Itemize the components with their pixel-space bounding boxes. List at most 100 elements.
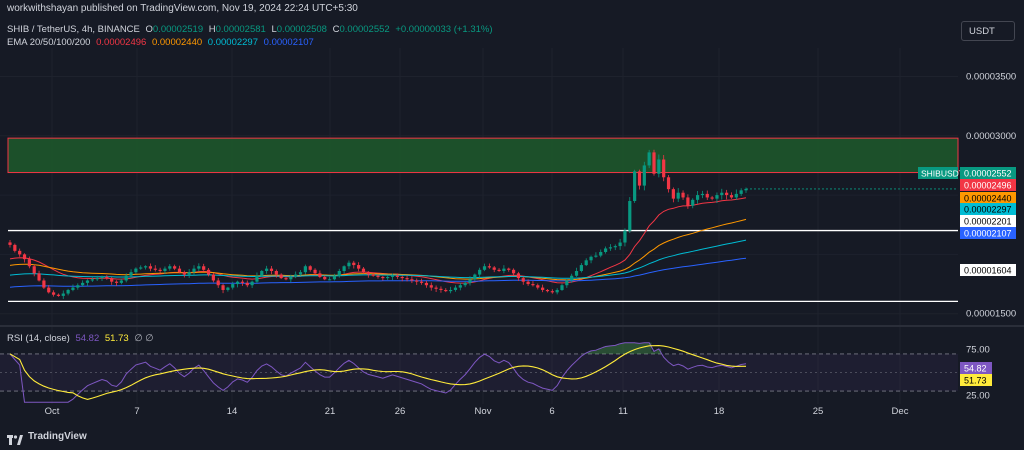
candle-body (139, 267, 143, 269)
candle-body (710, 197, 714, 199)
price-axis-tick: 0.00003500 (966, 71, 1016, 82)
candle-body (705, 193, 709, 198)
candle-body (458, 285, 462, 288)
low-value: 0.00002508 (276, 24, 327, 35)
publisher-line: workwithshayan published on TradingView.… (7, 3, 358, 14)
candle-body (192, 268, 196, 273)
rsi-title[interactable]: RSI (14, close) (7, 333, 70, 344)
candle-body (666, 177, 671, 190)
candle-body (177, 268, 182, 273)
candle-body (560, 285, 564, 290)
candle-body (574, 270, 579, 276)
candle-body (671, 189, 675, 199)
symbol-title[interactable]: SHIB / TetherUS, 4h, BINANCE (7, 24, 140, 35)
candle-body (545, 289, 550, 292)
price-label: 0.00002440 (964, 194, 1012, 204)
candle-body (260, 270, 264, 276)
rsi-extra: ∅ ∅ (134, 333, 154, 344)
candle-body (357, 265, 361, 269)
candle-body (274, 270, 278, 275)
candle-body (691, 199, 695, 206)
candle-body (250, 281, 254, 286)
candlestick-series[interactable] (8, 149, 748, 299)
rsi-line (9, 342, 747, 403)
candle-body (720, 192, 724, 196)
tradingview-logo-icon (7, 432, 23, 445)
candle-body (124, 275, 128, 281)
rsi-overbought-fill (583, 342, 662, 354)
time-axis-tick: 25 (813, 406, 824, 417)
candle-body (734, 193, 738, 198)
candle-body (13, 244, 17, 251)
ema-200-line (9, 257, 747, 288)
time-axis-tick: 11 (618, 406, 628, 417)
candle-body (565, 280, 569, 286)
price-label: 0.00002552 (964, 169, 1012, 179)
candle-body (71, 287, 75, 290)
candle-body (599, 252, 603, 256)
symbol-tag-bg (918, 167, 958, 179)
chart-grid (0, 48, 958, 404)
candle-body (37, 273, 41, 281)
ema-title[interactable]: EMA 20/50/100/200 (7, 37, 91, 48)
candle-body (434, 287, 438, 289)
candle-body (347, 262, 351, 267)
candle-body (681, 192, 685, 198)
high-label: H (208, 24, 216, 35)
low-label: L (271, 24, 277, 35)
candle-body (415, 280, 419, 282)
candle-body (298, 272, 303, 275)
candle-body (269, 268, 274, 271)
candle-body (148, 266, 153, 269)
price-label-bg (960, 167, 1016, 179)
currency-button[interactable]: USDT (961, 21, 1015, 41)
candle-body (695, 195, 700, 200)
price-label: 0.00002496 (964, 181, 1012, 191)
price-axis-tick: 0.00001500 (966, 309, 1016, 320)
candle-body (449, 289, 453, 292)
candle-body (686, 197, 690, 206)
price-axis-labels: SHIBUSDT 0.000025520.000024960.000024400.… (918, 167, 1016, 276)
footer: TradingView (0, 426, 1024, 447)
close-value: 0.00002552 (339, 24, 390, 35)
rsi-label-bg (960, 362, 992, 374)
change-value: +0.00000033 (+1.31%) (395, 24, 493, 35)
candle-body (308, 266, 312, 270)
candle-body (541, 287, 545, 290)
rsi-band (0, 353, 958, 392)
ema-50-line (9, 218, 747, 281)
open-label: O (145, 24, 153, 35)
candle-body (531, 284, 535, 286)
candle-body (570, 275, 574, 281)
candle-body (332, 275, 337, 280)
candle-body (85, 280, 90, 283)
candle-body (507, 268, 511, 270)
rsi-axis[interactable]: 75.00 25.00 54.82 51.73 (960, 344, 992, 402)
candle-body (182, 272, 186, 275)
candle-body (594, 255, 598, 257)
ema-20-line (9, 197, 747, 284)
candle-body (700, 193, 705, 196)
symbol-tag: SHIBUSDT (921, 169, 964, 179)
rsi-ma-line (9, 345, 746, 400)
candle-body (463, 282, 467, 286)
price-axis[interactable]: 0.00003500 0.00003000 0.00001500 (966, 71, 1016, 319)
price-label: 0.00002297 (964, 205, 1012, 215)
time-axis[interactable]: Oct 7 14 21 26 Nov 6 11 18 25 Dec (45, 406, 909, 417)
candle-body (439, 288, 443, 290)
candle-body (429, 285, 433, 288)
ema-50-value: 0.00002440 (151, 37, 203, 48)
candle-body (32, 266, 36, 274)
candle-body (303, 266, 307, 273)
candle-body (628, 201, 632, 231)
candle-body (206, 269, 211, 275)
price-label: 0.00002201 (964, 217, 1012, 227)
time-axis-tick: Oct (45, 406, 60, 417)
candle-body (478, 269, 482, 275)
candle-body (453, 287, 458, 290)
candle-body (129, 272, 133, 276)
candle-body (168, 266, 172, 269)
time-axis-tick: 18 (714, 406, 725, 417)
candle-body (637, 171, 642, 186)
